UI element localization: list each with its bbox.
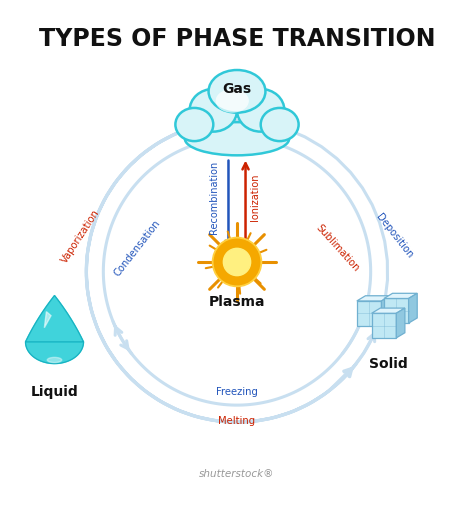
Text: Plasma: Plasma — [209, 295, 265, 309]
Ellipse shape — [261, 108, 299, 141]
Circle shape — [214, 239, 260, 285]
Text: TYPES OF PHASE TRANSITION: TYPES OF PHASE TRANSITION — [39, 27, 435, 52]
Polygon shape — [372, 308, 405, 313]
Circle shape — [212, 237, 262, 286]
Polygon shape — [382, 296, 390, 326]
FancyBboxPatch shape — [384, 298, 409, 323]
Text: Deposition: Deposition — [374, 212, 414, 260]
Ellipse shape — [190, 89, 237, 132]
Text: Gas: Gas — [222, 82, 252, 96]
FancyBboxPatch shape — [357, 301, 382, 326]
Ellipse shape — [47, 358, 62, 363]
Ellipse shape — [237, 89, 284, 132]
Polygon shape — [409, 293, 417, 323]
Text: Sublimation: Sublimation — [313, 222, 361, 273]
Polygon shape — [396, 308, 405, 338]
Text: Solid: Solid — [370, 357, 408, 371]
Text: shutterstock®: shutterstock® — [199, 469, 275, 479]
Ellipse shape — [209, 70, 265, 113]
Text: Liquid: Liquid — [31, 385, 78, 399]
Polygon shape — [45, 312, 51, 328]
Text: Vaporization: Vaporization — [59, 207, 101, 265]
FancyBboxPatch shape — [372, 313, 396, 338]
Text: Condensation: Condensation — [112, 218, 162, 278]
Polygon shape — [384, 293, 417, 298]
Ellipse shape — [185, 122, 289, 156]
Polygon shape — [26, 295, 83, 364]
Circle shape — [223, 248, 251, 276]
Ellipse shape — [216, 89, 249, 113]
Text: Freezing: Freezing — [216, 387, 258, 397]
Ellipse shape — [175, 108, 213, 141]
Text: Ionization: Ionization — [250, 174, 260, 221]
Text: Recombination: Recombination — [209, 161, 219, 234]
Polygon shape — [357, 296, 390, 301]
Text: Melting: Melting — [219, 416, 255, 426]
